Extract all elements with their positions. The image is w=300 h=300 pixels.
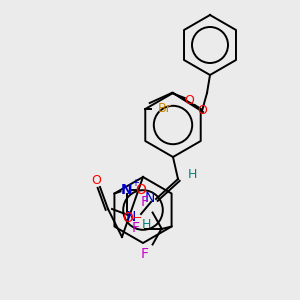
Text: F: F	[141, 248, 148, 262]
Text: N: N	[145, 191, 155, 205]
Text: N: N	[121, 182, 132, 197]
Text: O: O	[122, 212, 133, 226]
Text: F: F	[141, 196, 148, 209]
Text: O: O	[135, 182, 146, 197]
Text: O: O	[184, 94, 194, 106]
Text: Br: Br	[157, 103, 171, 116]
Text: O: O	[197, 104, 207, 118]
Text: H: H	[187, 169, 197, 182]
Text: N: N	[126, 210, 136, 224]
Text: −: −	[133, 214, 142, 224]
Text: +: +	[131, 178, 140, 188]
Text: F: F	[132, 221, 140, 236]
Text: O: O	[91, 175, 101, 188]
Text: H: H	[141, 218, 151, 232]
